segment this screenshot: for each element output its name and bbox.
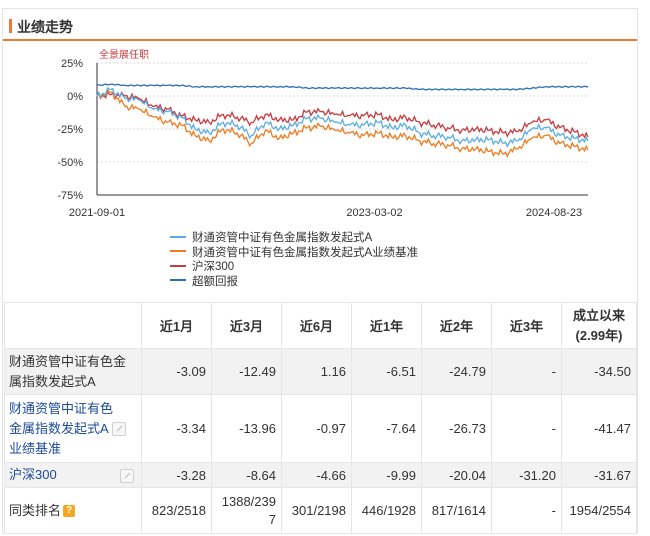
cell-value: -4.66: [281, 462, 352, 488]
benchmark-name-line1[interactable]: 财通资管中证有色: [9, 400, 114, 416]
cell-value: -6.51: [351, 348, 422, 395]
series-line: [96, 90, 589, 139]
chart-legend: 财通资管中证有色金属指数发起式A 财通资管中证有色金属指数发起式A业绩基准 沪深…: [170, 231, 418, 289]
chart-annotation: 全景展任职: [99, 48, 149, 61]
cell-value: -: [491, 487, 562, 534]
legend-item[interactable]: 财通资管中证有色金属指数发起式A: [170, 231, 418, 246]
cell-value: -31.67: [561, 462, 637, 488]
help-icon[interactable]: ?: [63, 505, 76, 518]
y-tick-label: -50%: [57, 157, 83, 169]
benchmark-name-line3[interactable]: 业绩基准: [9, 440, 62, 456]
performance-panel: 业绩走势: [2, 8, 638, 534]
table-row: 沪深300 -3.28 -8.64 -4.66 -9.99 -20.04 -31…: [4, 462, 637, 488]
chart-lines: [96, 83, 589, 158]
series-line: [96, 83, 589, 91]
cell-value: 817/1614: [421, 487, 492, 534]
table-row: 财通资管中证有色 金属指数发起式A 业绩基准 -3.34 -13.96 -0.9…: [4, 394, 637, 463]
cell-value: -34.50: [561, 348, 637, 395]
performance-table: 近1月 近3月 近6月 近1年 近2年 近3年 成立以来 (2.99年) 财通资…: [4, 302, 637, 534]
table-header-row: 近1月 近3月 近6月 近1年 近2年 近3年 成立以来 (2.99年): [4, 302, 637, 349]
x-tick-label: 2021-09-01: [69, 207, 125, 219]
row-benchmark-name[interactable]: 财通资管中证有色 金属指数发起式A 业绩基准: [4, 394, 142, 463]
fund-name-line1: 财通资管中证有色金: [9, 353, 127, 369]
rank-3m-line2: 7: [268, 511, 276, 527]
cell-value: -12.49: [211, 348, 282, 395]
cell-value: -13.96: [211, 394, 282, 463]
cell-value: 1954/2554: [561, 487, 637, 534]
cell-value: -7.64: [351, 394, 422, 463]
series-line: [96, 86, 589, 148]
legend-label: 财通资管中证有色金属指数发起式A业绩基准: [192, 246, 419, 259]
y-tick-label: 25%: [61, 58, 83, 70]
row-fund-name: 财通资管中证有色金 属指数发起式A: [4, 348, 142, 395]
y-tick-label: 0%: [67, 91, 83, 103]
cell-value: 1388/239 7: [211, 487, 282, 534]
cell-value: -: [491, 394, 562, 463]
header-since-line2: (2.99年): [575, 327, 623, 343]
legend-label: 沪深300: [192, 261, 235, 273]
header-since-line1: 成立以来: [572, 307, 625, 323]
rank-3m-line1: 1388/239: [221, 493, 276, 509]
header-3m: 近3月: [211, 302, 282, 349]
cell-value: -9.99: [351, 462, 422, 488]
cell-value: -20.04: [421, 462, 492, 488]
benchmark-name-line2[interactable]: 金属指数发起式A: [9, 420, 109, 436]
cell-value: -3.28: [141, 462, 212, 488]
legend-item[interactable]: 超额回报: [170, 275, 418, 290]
cell-value: -8.64: [211, 462, 282, 488]
header-2y: 近2年: [421, 302, 492, 349]
cell-value: 823/2518: [141, 487, 212, 534]
header-3y: 近3年: [491, 302, 562, 349]
cell-value: -26.73: [421, 394, 492, 463]
header-since-inception: 成立以来 (2.99年): [561, 302, 637, 349]
cell-value: -31.20: [491, 462, 562, 488]
chart-axes: 25% 0% -25% -50% -75% 2021-09-01 2023-03-02 202…: [57, 58, 588, 219]
cell-value: -41.47: [561, 394, 637, 463]
peer-rank-label: 同类排名: [9, 502, 62, 518]
cell-value: -24.79: [421, 348, 492, 395]
row-hs300-name[interactable]: 沪深300: [4, 462, 142, 488]
legend-item[interactable]: 财通资管中证有色金属指数发起式A业绩基准: [170, 246, 418, 261]
fund-name-line2: 属指数发起式A: [9, 373, 96, 389]
cell-value: -0.97: [281, 394, 352, 463]
x-tick-label: 2023-03-02: [346, 207, 402, 219]
header-1y: 近1年: [351, 302, 422, 349]
legend-label: 超额回报: [192, 275, 238, 288]
performance-chart: 25% 0% -25% -50% -75% 2021-09-01 2023-03-02 202…: [57, 48, 589, 219]
series-line: [96, 88, 589, 158]
header-blank: [4, 302, 142, 349]
section-header: 业绩走势: [3, 9, 637, 41]
edit-icon[interactable]: [111, 422, 126, 437]
y-tick-label: -25%: [57, 124, 83, 136]
x-tick-label: 2024-08-23: [526, 207, 582, 219]
header-accent-bar: [9, 19, 12, 33]
legend-label: 财通资管中证有色金属指数发起式A: [192, 232, 373, 244]
edit-icon[interactable]: [120, 468, 135, 483]
cell-value: -3.34: [141, 394, 212, 463]
cell-value: -: [491, 348, 562, 395]
row-peer-rank-name: 同类排名?: [4, 487, 142, 534]
header-1m: 近1月: [141, 302, 212, 349]
cell-value: 1.16: [281, 348, 352, 395]
cell-value: -3.09: [141, 348, 212, 395]
section-title: 业绩走势: [17, 19, 73, 35]
cell-value: 301/2198: [281, 487, 352, 534]
hs300-link[interactable]: 沪深300: [9, 467, 57, 482]
legend-item[interactable]: 沪深300: [170, 260, 418, 275]
table-row: 财通资管中证有色金 属指数发起式A -3.09 -12.49 1.16 -6.5…: [4, 348, 637, 395]
table-row: 同类排名? 823/2518 1388/239 7 301/2198 446/1…: [4, 487, 637, 534]
y-tick-label: -75%: [57, 190, 83, 202]
header-6m: 近6月: [281, 302, 352, 349]
cell-value: 446/1928: [351, 487, 422, 534]
